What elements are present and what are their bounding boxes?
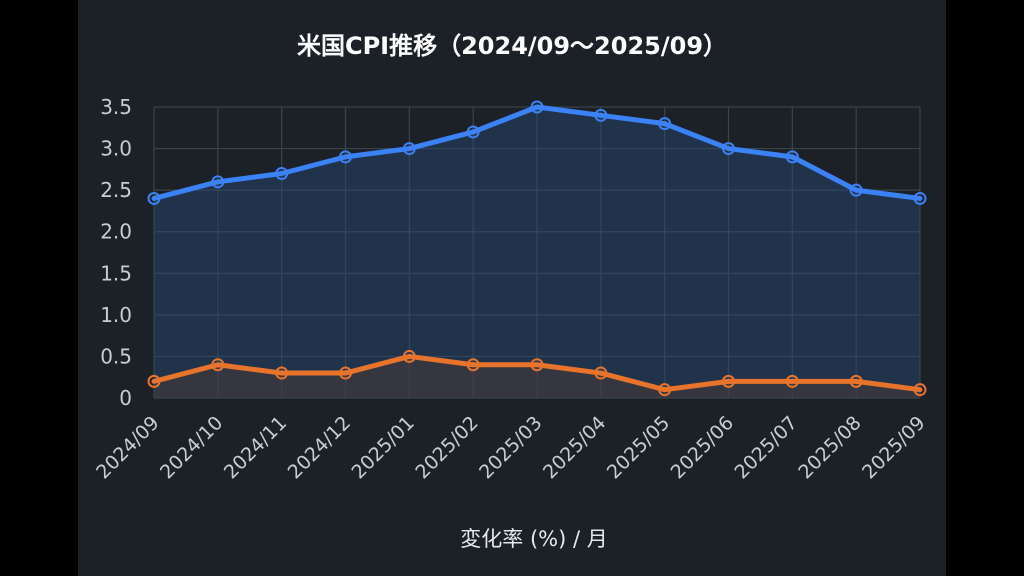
- y-tick-label: 1.5: [100, 261, 132, 285]
- x-axis-label: 変化率 (%) / 月: [460, 527, 607, 551]
- series-2-point: [594, 366, 608, 380]
- x-tick-label: 2025/03: [475, 412, 546, 483]
- line-layer: [151, 104, 923, 393]
- x-tick-label: 2024/10: [156, 412, 227, 483]
- area-layer: [154, 107, 920, 398]
- series-2-point: [849, 374, 863, 388]
- series-1-point: [913, 191, 927, 205]
- series-1-point: [466, 125, 480, 139]
- series-1-point: [785, 150, 799, 164]
- y-tick-label: 3.0: [100, 137, 132, 161]
- series-1-area: [154, 107, 920, 398]
- series-2-point: [275, 366, 289, 380]
- series-2-point: [913, 383, 927, 397]
- x-tick-label: 2024/12: [284, 412, 355, 483]
- series-1-point: [530, 100, 544, 114]
- series-1-point: [339, 150, 352, 164]
- x-tick-label: 2025/01: [347, 412, 418, 483]
- chart-frame: 米国CPI推移（2024/09〜2025/09） 0 0.5 1.0 1.5 2.0 2.…: [78, 0, 946, 576]
- series-1-line: [151, 104, 923, 201]
- series-1-point: [275, 167, 289, 181]
- series-1-point: [402, 142, 416, 156]
- cpi-line-chart: 米国CPI推移（2024/09〜2025/09） 0 0.5 1.0 1.5 2.0 2.…: [92, 32, 929, 551]
- series-1-point: [658, 117, 672, 131]
- x-tick-label: 2025/09: [858, 412, 929, 483]
- series-2-point: [530, 358, 544, 372]
- x-tick-label: 2025/08: [794, 412, 865, 483]
- x-axis-ticks: 2024/092024/102024/112024/122025/012025/…: [92, 412, 929, 483]
- x-tick-label: 2025/04: [539, 412, 610, 483]
- series-2-point: [722, 374, 735, 388]
- y-tick-label: 0: [119, 386, 132, 410]
- series-2-point: [211, 358, 225, 372]
- x-tick-label: 2025/02: [411, 412, 482, 483]
- y-tick-label: 1.0: [100, 303, 132, 327]
- y-tick-label: 2.5: [100, 178, 132, 202]
- series-2-point: [339, 366, 352, 380]
- x-tick-label: 2025/06: [667, 412, 738, 483]
- x-tick-label: 2025/07: [730, 412, 801, 483]
- series-1-point: [211, 175, 225, 189]
- series-1-point: [147, 191, 161, 205]
- series-1-point: [594, 108, 608, 122]
- x-tick-label: 2025/05: [603, 412, 674, 483]
- series-1-point: [849, 183, 863, 197]
- x-tick-label: 2024/11: [220, 412, 291, 483]
- series-2-point: [466, 358, 480, 372]
- y-tick-label: 3.5: [100, 95, 132, 119]
- series-1-point: [722, 142, 735, 156]
- chart-title: 米国CPI推移（2024/09〜2025/09）: [297, 32, 727, 60]
- series-2-point: [402, 349, 416, 363]
- y-tick-label: 2.0: [100, 220, 132, 244]
- y-axis-ticks: 0 0.5 1.0 1.5 2.0 2.5 3.0 3.5: [100, 95, 132, 410]
- series-2-line: [151, 353, 923, 393]
- y-tick-label: 0.5: [100, 344, 132, 368]
- series-2-point: [785, 374, 799, 388]
- series-2-point: [147, 374, 161, 388]
- x-tick-label: 2024/09: [92, 412, 163, 483]
- point-layer: [147, 100, 927, 397]
- series-2-point: [658, 383, 672, 397]
